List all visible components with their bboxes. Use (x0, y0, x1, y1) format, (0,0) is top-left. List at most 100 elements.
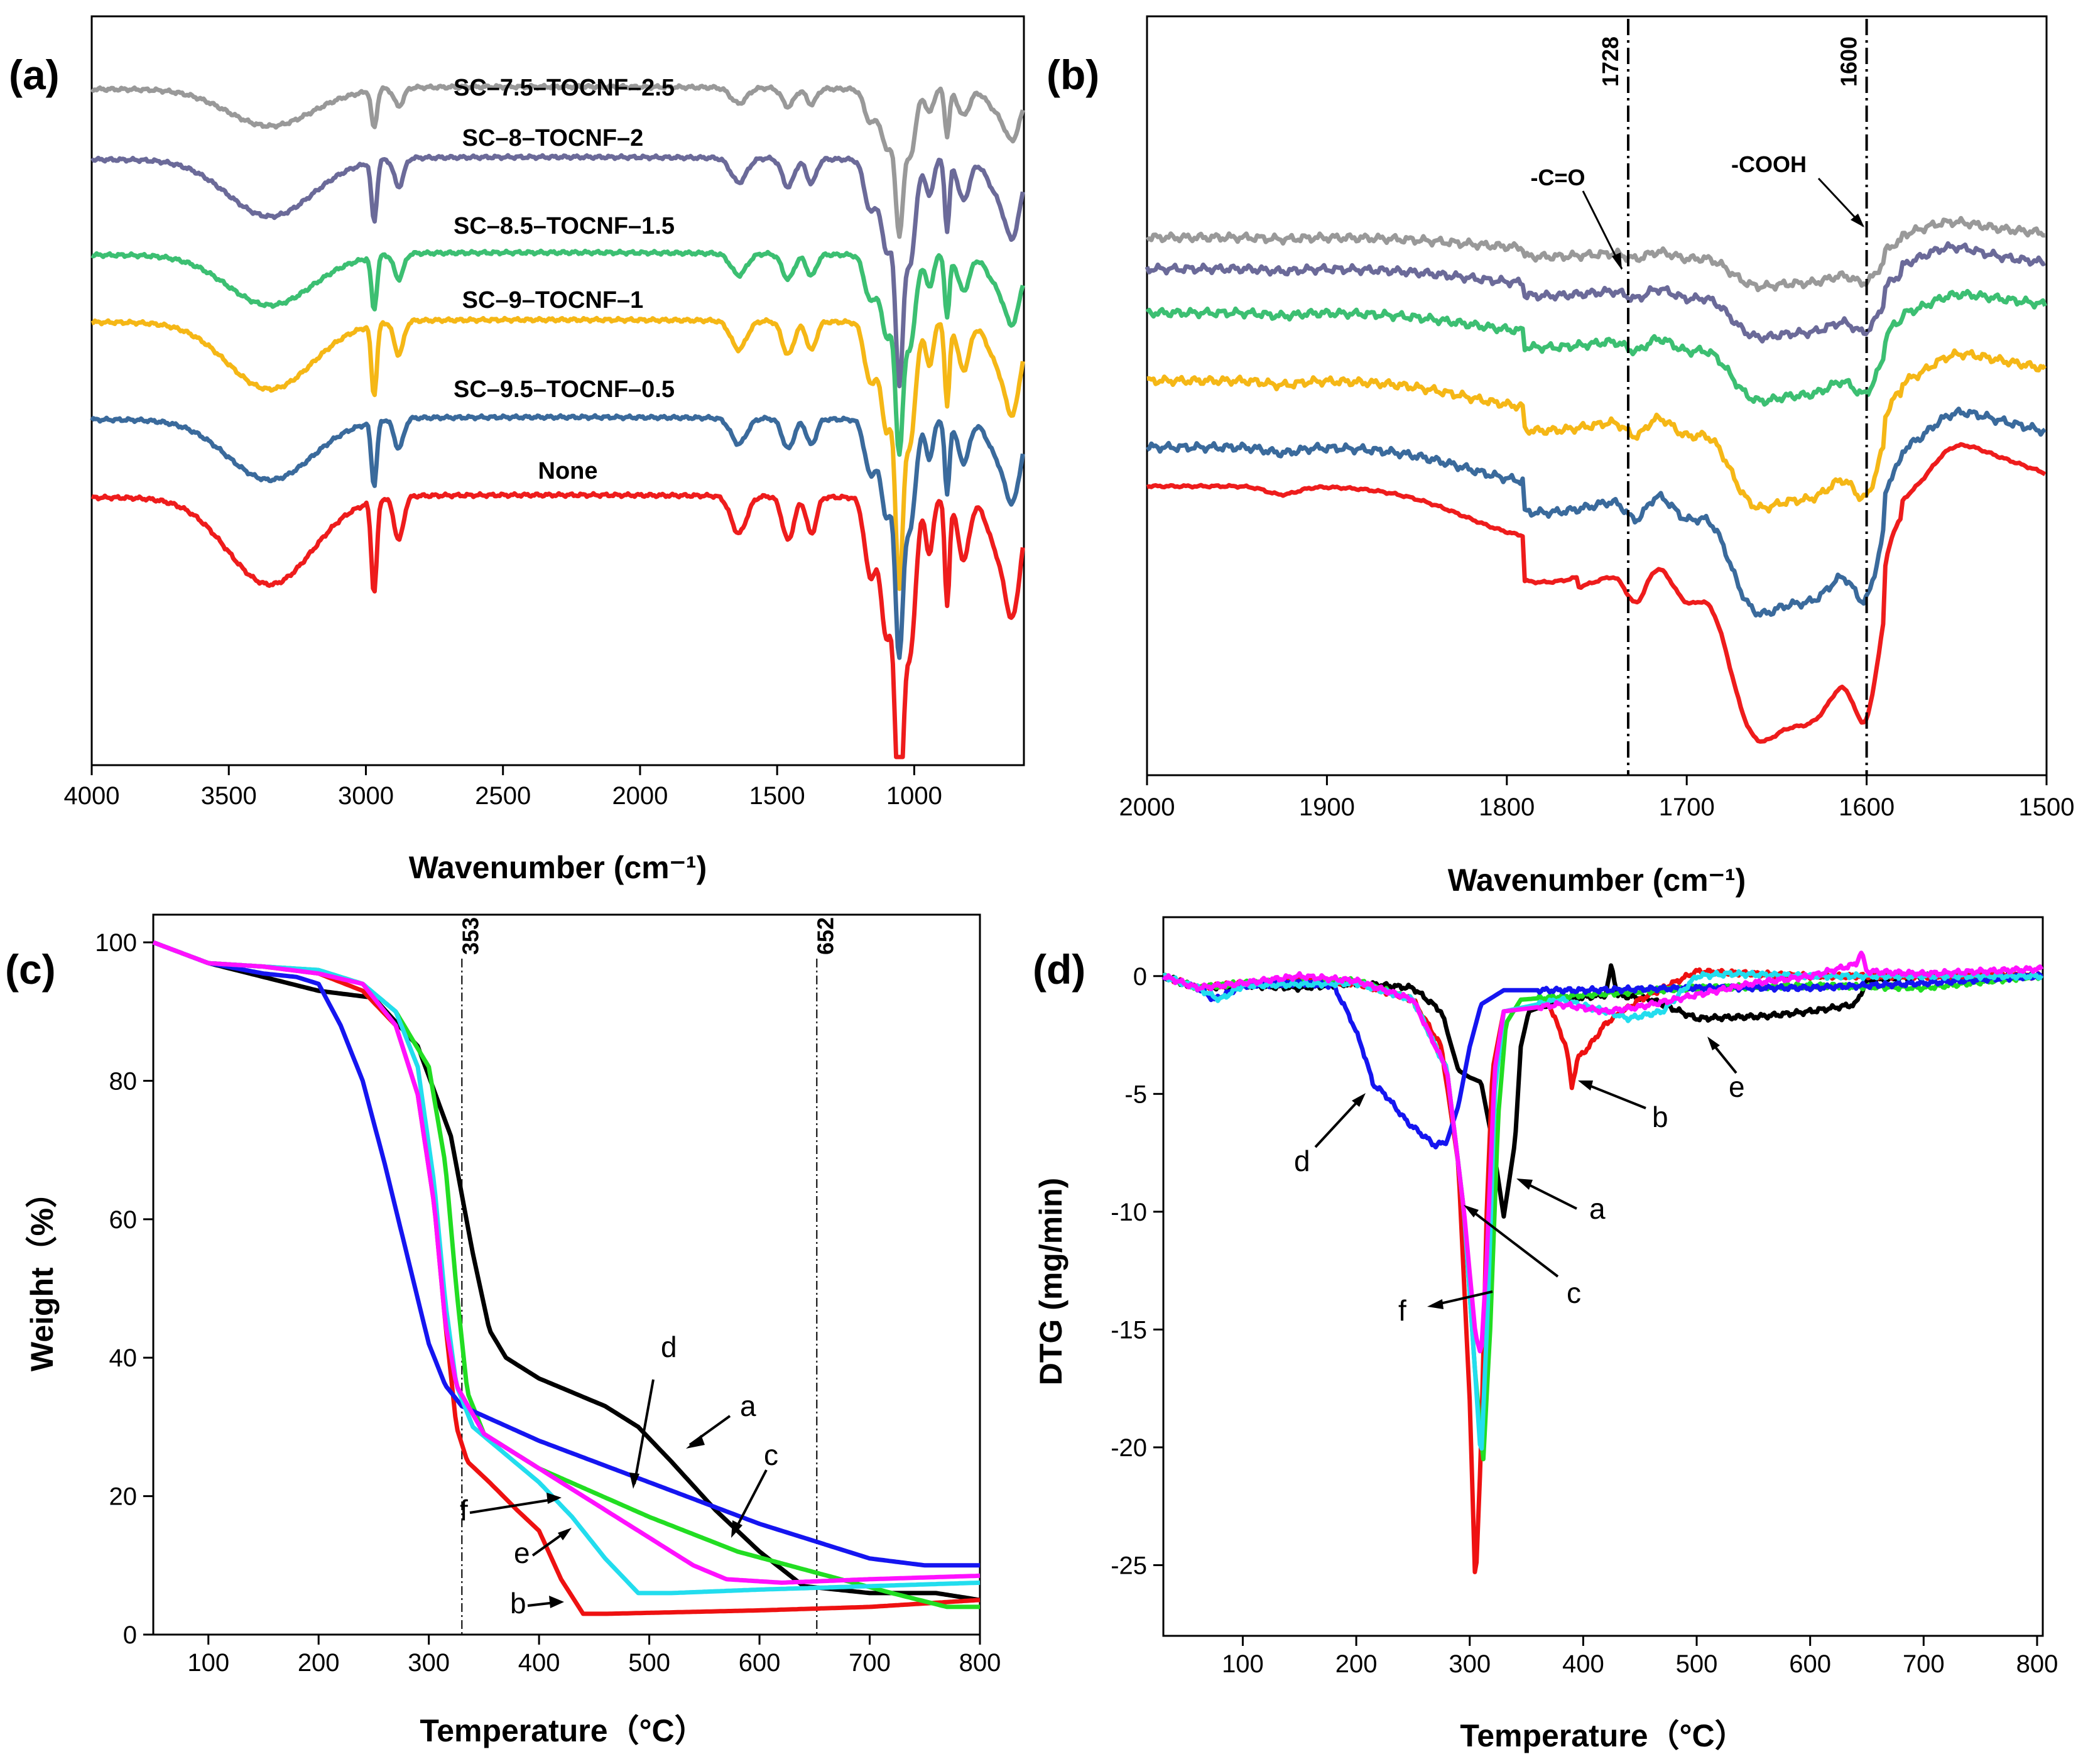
panel-c-axes: 100 200 300 400 500 600 700 800 0 20 40 60 80 100 (95, 929, 1001, 1677)
d-series-d (1161, 971, 2043, 1150)
a-series-label: SC–9.5–TOCNF–0.5 (454, 376, 675, 403)
b-vline-label: 1728 (1597, 36, 1623, 87)
panel-a-xlabel: Wavenumber (cm⁻¹) (409, 850, 707, 885)
c-series-c (152, 940, 980, 1609)
c-xtick-label: 200 (298, 1649, 340, 1677)
a-series-label: SC–8–TOCNF–2 (462, 125, 644, 151)
a-xtick-label: 4000 (64, 782, 120, 810)
c-letter-f: f (460, 1494, 468, 1527)
annotation-cooh: -COOH (1731, 151, 1807, 177)
panel-c: (c) 100 200 300 400 500 600 700 800020406080100… (5, 913, 1001, 1748)
b-series-1 (1145, 241, 2047, 344)
c-xtick-label: 800 (959, 1649, 1001, 1677)
a-series-label: SC–7.5–TOCNF–2.5 (454, 75, 675, 101)
a-series-label: SC–9–TOCNF–1 (462, 287, 644, 313)
a-xtick-label: 3500 (201, 782, 257, 810)
panel-c-annotations: a b c d e f (460, 1331, 778, 1620)
c-ytick-label: 60 (109, 1206, 138, 1234)
annotation-c-o: -C=O (1530, 165, 1585, 190)
panel-b-xticks: 2000 1900 1800 1700 1600 1500 (1119, 775, 2074, 821)
c-letter-d: d (661, 1331, 677, 1363)
panel-a-frame (90, 15, 1025, 766)
d-letter-b: b (1652, 1101, 1668, 1133)
panel-a-letter: (a) (9, 52, 60, 98)
d-letter-a: a (1589, 1192, 1606, 1225)
panel-c-frame (152, 913, 981, 1636)
panel-b-letter: (b) (1047, 52, 1099, 98)
b-xtick-label: 1800 (1479, 793, 1535, 821)
c-ytick-label: 80 (109, 1067, 138, 1095)
panel-d-ylabel: DTG (mg/min) (1033, 1178, 1068, 1386)
panel-b-reference-lines: 1728 1600 (1597, 19, 1868, 775)
a-xtick-label: 3000 (338, 782, 394, 810)
c-letter-c: c (764, 1439, 778, 1471)
panel-c-reference-lines: 353 652 (457, 917, 838, 1635)
d-xtick-label: 200 (1335, 1650, 1378, 1678)
a-series-3 (90, 315, 1025, 591)
c-series-d (152, 940, 980, 1568)
d-ytick-label: 0 (1133, 963, 1147, 991)
panel-c-xlabel: Temperature（°C） (420, 1713, 705, 1748)
d-xtick-label: 300 (1449, 1650, 1491, 1678)
panel-d-frame (1162, 916, 2044, 1637)
a-xtick-label: 2000 (612, 782, 668, 810)
d-xtick-label: 700 (1903, 1650, 1945, 1678)
d-ytick-label: -15 (1111, 1316, 1147, 1344)
panel-d: (d) 100 200 300 400 500 600 700 800 0 -5 -10 -15 -20… (1033, 916, 2058, 1753)
a-series-label: None (538, 458, 598, 484)
d-xtick-label: 400 (1562, 1650, 1604, 1678)
panel-a-xticks: 4000 3500 3000 2500 2000 1500 1000 (64, 765, 942, 810)
a-xtick-label: 1000 (886, 782, 942, 810)
b-series-2 (1145, 288, 2047, 407)
panel-d-letter: (d) (1033, 946, 1085, 993)
panel-c-letter: (c) (5, 946, 56, 993)
b-series-3 (1146, 348, 2047, 514)
c-series-e (152, 940, 981, 1596)
b-vline-label: 1600 (1836, 36, 1862, 87)
a-series-0 (90, 82, 1025, 239)
d-xtick-label: 600 (1789, 1650, 1831, 1678)
b-xtick-label: 1900 (1299, 793, 1355, 821)
c-xtick-label: 300 (408, 1649, 450, 1677)
annotation-cooh-arrowhead (1851, 214, 1864, 227)
b-xtick-label: 1600 (1839, 793, 1895, 821)
panel-b-xlabel: Wavenumber (cm⁻¹) (1448, 863, 1746, 898)
d-letter-d: d (1294, 1145, 1310, 1177)
panel-d-xlabel: Temperature（°C） (1460, 1718, 1746, 1753)
panel-d-axes: 100 200 300 400 500 600 700 800 0 -5 -10 -15 -20 -25 (1111, 963, 2058, 1678)
a-series-2 (90, 248, 1025, 457)
c-xtick-label: 400 (518, 1649, 560, 1677)
c-xtick-label: 600 (739, 1649, 781, 1677)
a-series-1 (90, 153, 1025, 389)
d-series-f (1162, 950, 2044, 1354)
d-xtick-label: 100 (1222, 1650, 1264, 1678)
c-ytick-label: 40 (109, 1344, 138, 1372)
c-ytick-label: 100 (95, 929, 137, 957)
d-ytick-label: -10 (1111, 1199, 1147, 1226)
a-series-4 (90, 413, 1025, 660)
c-vline-label: 652 (812, 917, 838, 955)
b-series-4 (1146, 406, 2047, 618)
a-series-5 (90, 491, 1025, 760)
b-series-5 (1146, 442, 2047, 744)
c-series-f (152, 940, 981, 1585)
c-vline-label: 353 (457, 917, 483, 955)
c-xtick-label: 100 (187, 1649, 229, 1677)
c-xtick-label: 700 (849, 1649, 891, 1677)
d-xtick-label: 500 (1676, 1650, 1718, 1678)
panel-c-ylabel: Weight（%） (24, 1177, 60, 1371)
d-ytick-label: -5 (1124, 1081, 1147, 1108)
b-xtick-label: 2000 (1119, 793, 1175, 821)
panel-a: (a) 4000 3500 3000 2500 2000 1500 1000 SC–7.5–… (9, 15, 1025, 885)
c-series-a (152, 940, 981, 1603)
c-xtick-label: 500 (628, 1649, 670, 1677)
c-letter-e: e (514, 1537, 530, 1569)
panel-d-curves (1161, 950, 2044, 1574)
d-xtick-label: 800 (2016, 1650, 2058, 1678)
b-xtick-label: 1700 (1659, 793, 1715, 821)
c-letter-a: a (740, 1390, 756, 1422)
panel-c-curves (152, 940, 981, 1616)
b-series-0 (1146, 215, 2045, 293)
d-letter-f: f (1398, 1294, 1406, 1327)
